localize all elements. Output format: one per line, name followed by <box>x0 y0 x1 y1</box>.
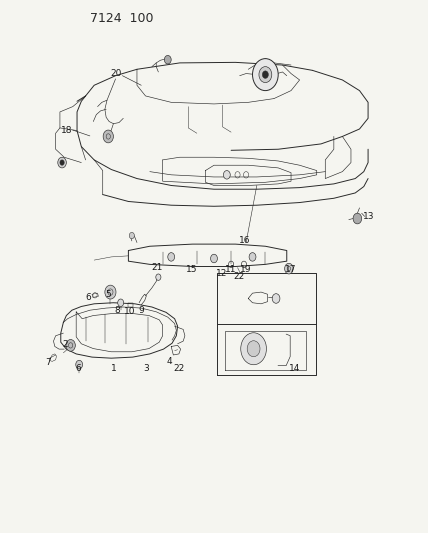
Text: 5: 5 <box>105 290 111 298</box>
Circle shape <box>60 160 64 165</box>
Circle shape <box>118 299 124 306</box>
Text: 6: 6 <box>75 365 81 373</box>
Text: 15: 15 <box>186 265 197 274</box>
Text: 12: 12 <box>216 270 227 278</box>
Circle shape <box>164 55 171 64</box>
Text: 13: 13 <box>363 212 374 221</box>
Circle shape <box>249 253 256 261</box>
Text: 6: 6 <box>86 293 92 302</box>
Circle shape <box>211 254 217 263</box>
Text: 22: 22 <box>233 272 244 280</box>
Text: 8: 8 <box>115 306 121 314</box>
Circle shape <box>66 340 75 351</box>
Circle shape <box>168 253 175 261</box>
Circle shape <box>253 59 278 91</box>
Circle shape <box>105 285 116 299</box>
Text: 19: 19 <box>241 265 252 274</box>
Circle shape <box>272 294 280 303</box>
Circle shape <box>353 213 362 224</box>
Text: 1: 1 <box>110 365 116 373</box>
Text: 14: 14 <box>289 365 300 373</box>
Circle shape <box>156 274 161 280</box>
Text: 10: 10 <box>124 307 135 316</box>
Text: 3: 3 <box>143 365 149 373</box>
Text: 9: 9 <box>138 306 144 314</box>
Text: 7124  100: 7124 100 <box>90 12 153 25</box>
Text: 17: 17 <box>285 265 297 274</box>
Text: 4: 4 <box>166 357 172 366</box>
Text: 20: 20 <box>110 69 121 78</box>
Circle shape <box>262 71 268 78</box>
Circle shape <box>103 130 113 143</box>
Text: 22: 22 <box>173 365 184 373</box>
Circle shape <box>285 263 293 274</box>
Circle shape <box>223 171 230 179</box>
Text: 2: 2 <box>62 341 68 349</box>
Text: 7: 7 <box>45 358 51 367</box>
Circle shape <box>259 67 272 83</box>
Circle shape <box>76 360 83 369</box>
Text: 18: 18 <box>61 126 72 134</box>
Circle shape <box>58 157 66 168</box>
Text: 11: 11 <box>225 265 236 274</box>
Circle shape <box>247 341 260 357</box>
Circle shape <box>241 333 266 365</box>
Text: 21: 21 <box>152 263 163 272</box>
Text: 16: 16 <box>239 237 250 245</box>
Circle shape <box>129 232 134 239</box>
